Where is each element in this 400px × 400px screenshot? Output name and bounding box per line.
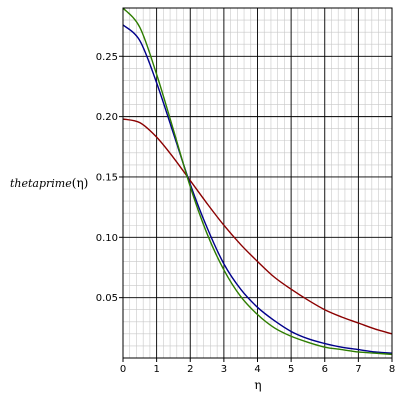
x-tick-label: 6 [322,364,328,375]
x-tick-label: 1 [153,364,159,375]
y-tick-label: 0.25 [96,52,118,63]
x-axis-label: η [254,378,261,392]
x-tick-label: 2 [187,364,193,375]
y-tick-label: 0.10 [96,233,118,244]
y-axis-label-name: thetaprime [10,177,72,190]
x-tick-label: 8 [389,364,395,375]
y-tick-label: 0.05 [96,293,118,304]
y-tick-label: 0.20 [96,112,118,123]
y-axis-label: thetaprime(η) [10,176,88,190]
series-layer [122,7,393,356]
series-line-3 [122,7,393,356]
series-line-2 [122,24,393,354]
x-tick-label: 3 [221,364,227,375]
x-tick-label: 0 [120,364,126,375]
tick-layer: 0 1 2 3 4 5 6 7 8 0.05 0.10 0.15 0.20 0.25 [96,52,395,375]
x-tick-label: 7 [355,364,361,375]
x-tick-label: 5 [288,364,294,375]
y-axis-label-arg: (η) [72,176,89,190]
series-line-1 [122,118,393,335]
x-tick-label: 4 [254,364,260,375]
y-tick-label: 0.15 [96,172,118,183]
